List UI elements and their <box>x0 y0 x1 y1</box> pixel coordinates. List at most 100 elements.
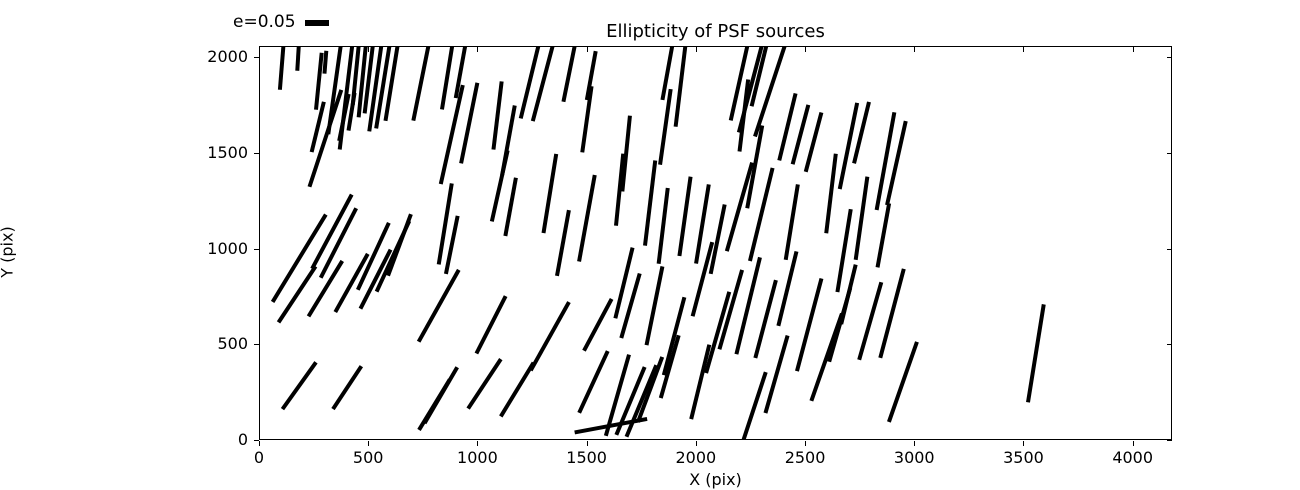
whisker-segment <box>748 167 775 262</box>
x-tick <box>805 441 807 446</box>
whisker-segment <box>795 277 824 372</box>
whisker-segment <box>852 101 871 164</box>
x-tick <box>586 441 588 446</box>
legend-scale-key: e=0.05 <box>233 14 329 31</box>
whisker-segment <box>443 215 460 275</box>
x-tick-top <box>259 47 260 52</box>
y-tick <box>254 57 259 59</box>
x-tick <box>477 441 479 446</box>
whisker-segment <box>1026 304 1046 403</box>
whisker-segment <box>753 279 778 359</box>
whisker-segment <box>276 265 318 324</box>
x-tick-label: 2000 <box>675 448 717 467</box>
whisker-segment <box>582 298 614 352</box>
whisker-segment <box>416 268 461 343</box>
whisker-segment <box>660 47 675 101</box>
whisker-segment <box>776 250 799 327</box>
whisker-segment <box>374 47 392 129</box>
y-tick-right <box>1167 440 1172 441</box>
x-tick-label: 1500 <box>566 448 607 467</box>
whisker-segment <box>440 47 455 110</box>
x-tick <box>259 441 260 446</box>
plot-area <box>259 46 1172 440</box>
whisker-segment <box>530 47 555 122</box>
whisker-segment <box>661 296 687 376</box>
whisker-segment <box>708 204 727 275</box>
whisker-segment <box>280 361 318 411</box>
whisker-segment <box>307 89 344 188</box>
whisker-segment <box>603 354 631 437</box>
whisker-segment <box>346 92 357 131</box>
whisker-segment <box>386 213 413 277</box>
whisker-segment <box>734 256 762 355</box>
whisker-segment <box>277 47 286 90</box>
whisker-segment <box>745 125 765 209</box>
whisker-segment <box>577 174 597 262</box>
whisker-segment <box>438 84 465 185</box>
whisker-segment <box>717 269 745 350</box>
whisker-segment <box>624 364 659 438</box>
whisker-segment <box>839 264 858 325</box>
x-tick <box>695 441 697 446</box>
whisker-segment <box>580 85 594 153</box>
whisker-segment <box>677 176 693 257</box>
x-tick-top <box>368 47 370 52</box>
y-tick-right <box>1167 344 1172 346</box>
whisker-segment <box>658 334 681 399</box>
whisker-segment <box>499 361 536 418</box>
y-tick-right <box>1167 57 1172 59</box>
whisker-segment <box>728 47 750 121</box>
whisker-segment <box>636 356 665 423</box>
chart-title: Ellipticity of PSF sources <box>606 21 825 42</box>
whisker-segment <box>614 153 626 226</box>
whisker-segment <box>737 79 751 152</box>
x-tick <box>1023 441 1025 446</box>
whisker-segment <box>411 47 431 121</box>
whisker-segment <box>541 153 559 234</box>
x-tick <box>368 441 370 446</box>
whisker-segment <box>322 50 329 74</box>
whisker-segment <box>453 47 468 99</box>
whisker-segment <box>835 208 853 293</box>
x-tick-top <box>805 47 807 52</box>
whisker-segment <box>270 213 328 303</box>
whisker-segment <box>529 301 571 372</box>
whisker-segment <box>358 248 393 310</box>
whisker-segment <box>614 366 647 436</box>
whisker-segment <box>656 187 670 264</box>
whisker-segment <box>643 160 658 246</box>
whisker-segment <box>824 153 838 234</box>
whisker-segment <box>704 291 732 374</box>
whisker-segment <box>857 281 884 361</box>
x-tick-label: 4000 <box>1112 448 1154 467</box>
y-tick-label: 2000 <box>207 47 248 67</box>
y-tick <box>254 248 259 250</box>
whisker-segment <box>803 111 824 173</box>
x-tick-top <box>914 47 916 52</box>
y-tick <box>254 440 259 441</box>
whisker-segment <box>436 183 454 265</box>
y-tick-label: 1500 <box>207 143 248 163</box>
whisker-segment <box>885 120 908 206</box>
x-tick-label: 500 <box>352 448 384 467</box>
whisker-segment <box>306 259 344 318</box>
whisker-segment <box>466 358 503 410</box>
whisker-segment <box>783 184 800 261</box>
whisker-segment <box>853 176 870 261</box>
x-tick-label: 3000 <box>893 448 935 467</box>
x-tick-label: 2500 <box>784 448 826 467</box>
whisker-segment <box>753 47 787 138</box>
whisker-segment <box>309 101 326 153</box>
whisker-segment <box>689 344 712 420</box>
whisker-segment <box>619 272 642 339</box>
whisker-segment <box>584 50 598 101</box>
whisker-segment <box>362 47 375 114</box>
whisker-segment <box>874 111 897 211</box>
whisker-segment <box>356 221 391 291</box>
x-axis-label: X (pix) <box>689 470 742 489</box>
whisker-segment <box>555 209 571 277</box>
whisker-segment <box>749 47 769 107</box>
y-tick-label: 500 <box>217 334 248 354</box>
whisker-segment <box>673 47 688 127</box>
whisker-segment <box>620 115 632 192</box>
